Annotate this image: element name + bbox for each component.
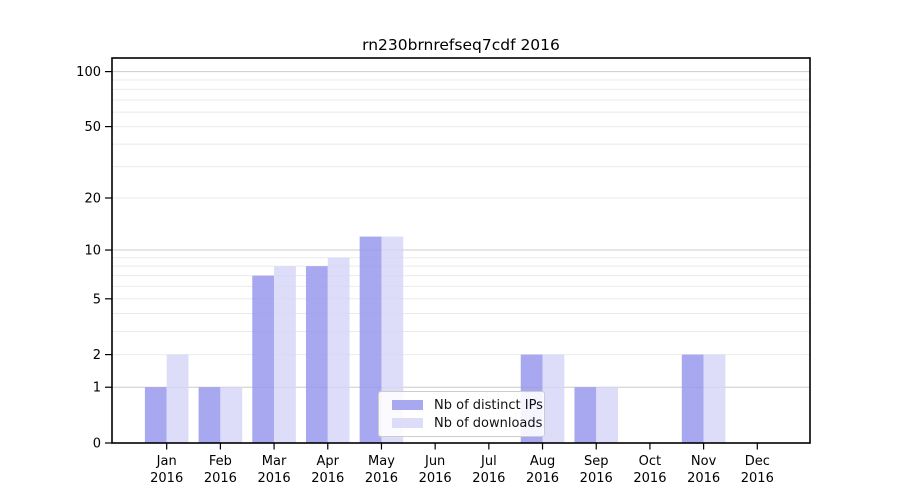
x-tick-label-year-dec: 2016 <box>741 471 774 486</box>
bar-nb-of-distinct-ips-jan <box>144 387 167 443</box>
bar-nb-of-distinct-ips-apr <box>305 266 328 443</box>
chart-title: rn230brnrefseq7cdf 2016 <box>362 36 560 54</box>
x-tick-label-year-nov: 2016 <box>687 471 720 486</box>
x-tick-label-month-feb: Feb <box>209 454 232 469</box>
x-tick-label-month-oct: Oct <box>639 454 661 469</box>
legend-label-downloads: Nb of downloads <box>434 415 543 431</box>
y-tick-label-2: 2 <box>93 348 101 363</box>
x-tick-label-month-nov: Nov <box>691 454 717 469</box>
y-tick-label-20: 20 <box>84 191 101 206</box>
x-tick-label-year-jun: 2016 <box>419 471 452 486</box>
x-tick-label-month-aug: Aug <box>530 454 555 469</box>
bar-nb-of-distinct-ips-nov <box>681 354 704 443</box>
x-tick-label-month-jan: Jan <box>156 454 177 469</box>
x-tick-label-year-sep: 2016 <box>580 471 613 486</box>
x-tick-label-month-sep: Sep <box>584 454 609 469</box>
x-tick-label-year-jan: 2016 <box>150 471 183 486</box>
x-tick-label-year-jul: 2016 <box>472 471 505 486</box>
y-tick-label-100: 100 <box>76 65 101 80</box>
bar-nb-of-downloads-aug <box>542 354 565 443</box>
y-tick-label-5: 5 <box>93 292 101 307</box>
legend-swatch-downloads <box>392 418 423 428</box>
legend: Nb of distinct IPs Nb of downloads <box>378 391 545 437</box>
bar-nb-of-downloads-jan <box>166 354 189 443</box>
x-tick-label-month-mar: Mar <box>262 454 287 469</box>
bar-nb-of-downloads-feb <box>220 387 243 443</box>
x-tick-label-month-jul: Jul <box>480 454 497 469</box>
bar-nb-of-distinct-ips-sep <box>574 387 597 443</box>
legend-label-distinct-ips: Nb of distinct IPs <box>434 397 543 413</box>
legend-swatch-distinct-ips <box>392 400 423 410</box>
x-tick-label-year-aug: 2016 <box>526 471 559 486</box>
bar-nb-of-downloads-mar <box>274 266 296 443</box>
bar-nb-of-distinct-ips-feb <box>198 387 221 443</box>
x-tick-label-month-dec: Dec <box>745 454 770 469</box>
bar-nb-of-distinct-ips-mar <box>252 275 275 443</box>
x-tick-label-month-apr: Apr <box>317 454 340 469</box>
legend-row-distinct-ips: Nb of distinct IPs <box>392 399 544 412</box>
x-tick-label-year-mar: 2016 <box>258 471 291 486</box>
x-tick-label-year-apr: 2016 <box>311 471 344 486</box>
x-tick-label-year-oct: 2016 <box>633 471 666 486</box>
y-tick-label-50: 50 <box>84 120 101 135</box>
x-tick-label-year-feb: 2016 <box>204 471 237 486</box>
bar-nb-of-downloads-sep <box>596 387 619 443</box>
x-tick-label-month-may: May <box>368 454 395 469</box>
bar-nb-of-distinct-ips-may <box>359 236 382 443</box>
y-tick-label-10: 10 <box>84 244 101 259</box>
bar-nb-of-downloads-apr <box>327 257 350 443</box>
legend-row-downloads: Nb of downloads <box>392 417 544 430</box>
y-tick-label-1: 1 <box>93 381 101 396</box>
y-tick-label-0: 0 <box>93 437 101 452</box>
bar-nb-of-downloads-nov <box>703 354 726 443</box>
x-tick-label-month-jun: Jun <box>424 454 445 469</box>
x-tick-label-year-may: 2016 <box>365 471 398 486</box>
